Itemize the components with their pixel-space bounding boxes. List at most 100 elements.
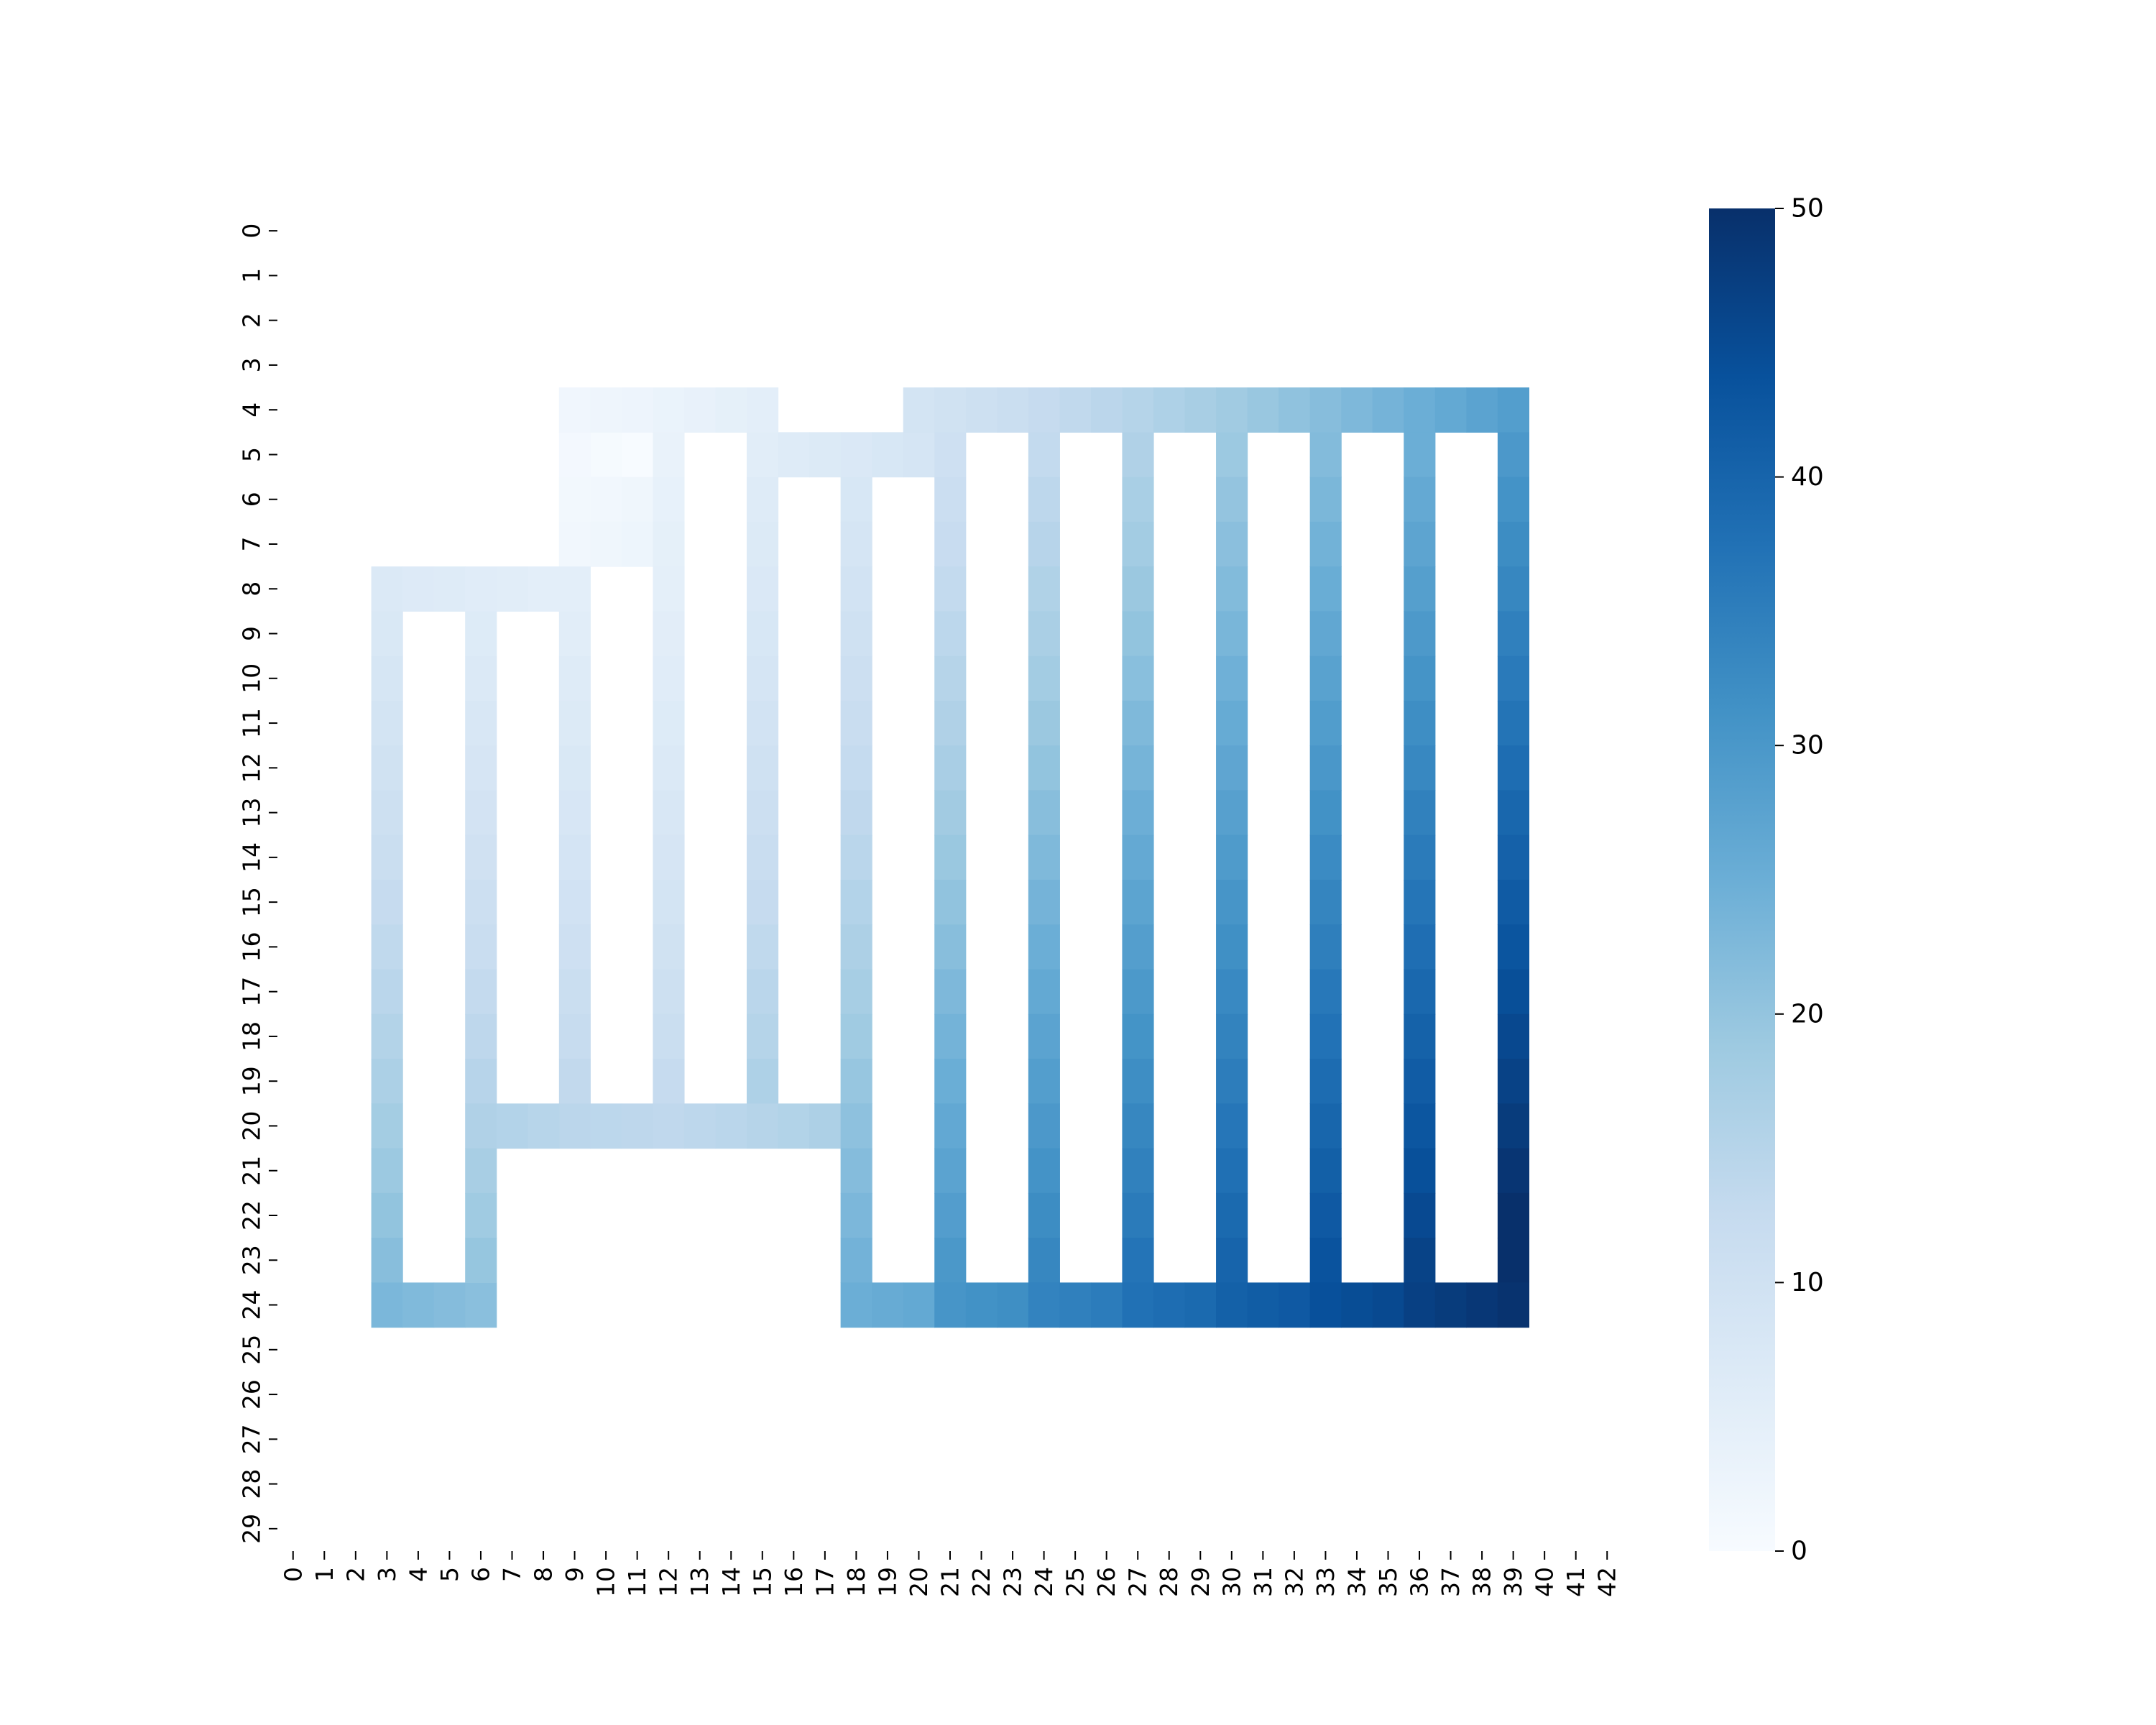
heatmap-cell bbox=[371, 700, 403, 746]
heatmap-cell bbox=[653, 834, 685, 880]
heatmap-cell bbox=[840, 969, 872, 1015]
heatmap-cell bbox=[590, 521, 622, 567]
heatmap-cell bbox=[747, 834, 779, 880]
heatmap-cell bbox=[402, 1282, 435, 1328]
heatmap-cell bbox=[1497, 1103, 1529, 1149]
heatmap-cell bbox=[590, 387, 622, 433]
heatmap-cell bbox=[997, 1282, 1029, 1328]
heatmap-cell bbox=[1122, 969, 1154, 1015]
heatmap-cell bbox=[934, 432, 967, 478]
heatmap-cell bbox=[1184, 387, 1217, 433]
heatmap-cell bbox=[1404, 924, 1436, 970]
heatmap-cell bbox=[1309, 1192, 1342, 1238]
heatmap-cell bbox=[1497, 790, 1529, 836]
heatmap-cell bbox=[1122, 521, 1154, 567]
heatmap-cell bbox=[1497, 924, 1529, 970]
heatmap-cell bbox=[1404, 1238, 1436, 1283]
colorbar-tick-label: 20 bbox=[1791, 999, 1824, 1029]
heatmap-cell bbox=[840, 432, 872, 478]
heatmap-cell bbox=[1404, 387, 1436, 433]
heatmap-cell bbox=[1404, 566, 1436, 612]
heatmap-cell bbox=[465, 745, 497, 791]
heatmap-cell bbox=[1028, 880, 1060, 925]
y-tick-label: 2 bbox=[238, 313, 266, 328]
heatmap-cell bbox=[1216, 969, 1248, 1015]
heatmap-cell bbox=[1497, 700, 1529, 746]
colorbar-tick-label: 50 bbox=[1791, 194, 1824, 224]
heatmap-cell bbox=[371, 880, 403, 925]
heatmap-cell bbox=[621, 1103, 654, 1149]
heatmap-cell bbox=[1309, 477, 1342, 523]
heatmap-cell bbox=[934, 1103, 967, 1149]
heatmap-cell bbox=[934, 1282, 967, 1328]
heatmap-cell bbox=[840, 477, 872, 523]
heatmap-cell bbox=[840, 1059, 872, 1104]
heatmap-cell bbox=[934, 745, 967, 791]
heatmap-cell bbox=[934, 969, 967, 1015]
x-tick-label: 13 bbox=[686, 1567, 714, 1597]
heatmap-cell bbox=[590, 477, 622, 523]
heatmap-cell bbox=[1497, 1192, 1529, 1238]
heatmap-cell bbox=[465, 1192, 497, 1238]
heatmap-cell bbox=[465, 880, 497, 925]
heatmap-cell bbox=[965, 1282, 998, 1328]
x-tick-label: 0 bbox=[279, 1567, 307, 1582]
heatmap-cell bbox=[653, 700, 685, 746]
y-tick-label: 25 bbox=[238, 1335, 266, 1365]
heatmap-cell bbox=[1497, 1148, 1529, 1194]
heatmap-cell bbox=[1153, 1282, 1186, 1328]
heatmap-cell bbox=[840, 611, 872, 657]
heatmap-cell bbox=[1153, 387, 1186, 433]
x-tick-label: 33 bbox=[1312, 1567, 1340, 1597]
heatmap-cell bbox=[1216, 1282, 1248, 1328]
x-tick-label: 29 bbox=[1187, 1567, 1215, 1597]
heatmap-cell bbox=[653, 387, 685, 433]
x-tick-label: 32 bbox=[1280, 1567, 1308, 1597]
heatmap-cell bbox=[934, 1013, 967, 1059]
heatmap-cell bbox=[1122, 1192, 1154, 1238]
heatmap-cell bbox=[872, 432, 904, 478]
y-axis: 0123456789101112131415161718192021222324… bbox=[238, 224, 277, 1544]
y-tick-label: 12 bbox=[238, 753, 266, 783]
heatmap-cell bbox=[1216, 745, 1248, 791]
heatmap-cell bbox=[934, 477, 967, 523]
heatmap-cell bbox=[1309, 924, 1342, 970]
y-tick-label: 17 bbox=[238, 977, 266, 1007]
y-tick-label: 10 bbox=[238, 663, 266, 694]
heatmap-cell bbox=[934, 834, 967, 880]
heatmap-cell bbox=[1216, 432, 1248, 478]
heatmap-cell bbox=[1122, 880, 1154, 925]
colorbar-tick-label: 40 bbox=[1791, 462, 1824, 492]
heatmap-cell bbox=[840, 1282, 872, 1328]
x-tick-label: 15 bbox=[748, 1567, 776, 1597]
heatmap-cell bbox=[1216, 1238, 1248, 1283]
x-tick-label: 34 bbox=[1342, 1567, 1370, 1597]
heatmap-cell bbox=[465, 1013, 497, 1059]
heatmap-cell bbox=[934, 566, 967, 612]
heatmap-cell bbox=[1404, 834, 1436, 880]
heatmap-cell bbox=[1122, 700, 1154, 746]
heatmap-cell bbox=[840, 656, 872, 702]
heatmap-cell bbox=[1309, 566, 1342, 612]
y-tick-label: 6 bbox=[238, 492, 266, 507]
heatmap-cell bbox=[840, 924, 872, 970]
colorbar-tick-label: 30 bbox=[1791, 731, 1824, 760]
heatmap-cell bbox=[778, 1103, 810, 1149]
heatmap-cell bbox=[934, 924, 967, 970]
heatmap-cell bbox=[1497, 745, 1529, 791]
x-tick-label: 41 bbox=[1562, 1567, 1590, 1597]
y-tick-label: 19 bbox=[238, 1066, 266, 1096]
heatmap-cell bbox=[371, 969, 403, 1015]
heatmap-cell bbox=[465, 1059, 497, 1104]
y-tick-label: 23 bbox=[238, 1245, 266, 1275]
heatmap-cell bbox=[558, 521, 591, 567]
heatmap-cell bbox=[1028, 1148, 1060, 1194]
heatmap-cell bbox=[715, 1103, 747, 1149]
heatmap-cell bbox=[1028, 477, 1060, 523]
heatmap-cell bbox=[747, 745, 779, 791]
heatmap-cell bbox=[558, 1059, 591, 1104]
heatmap-cell bbox=[558, 387, 591, 433]
heatmap-cell bbox=[558, 432, 591, 478]
heatmap-cell bbox=[1090, 387, 1123, 433]
heatmap-cell bbox=[1216, 477, 1248, 523]
